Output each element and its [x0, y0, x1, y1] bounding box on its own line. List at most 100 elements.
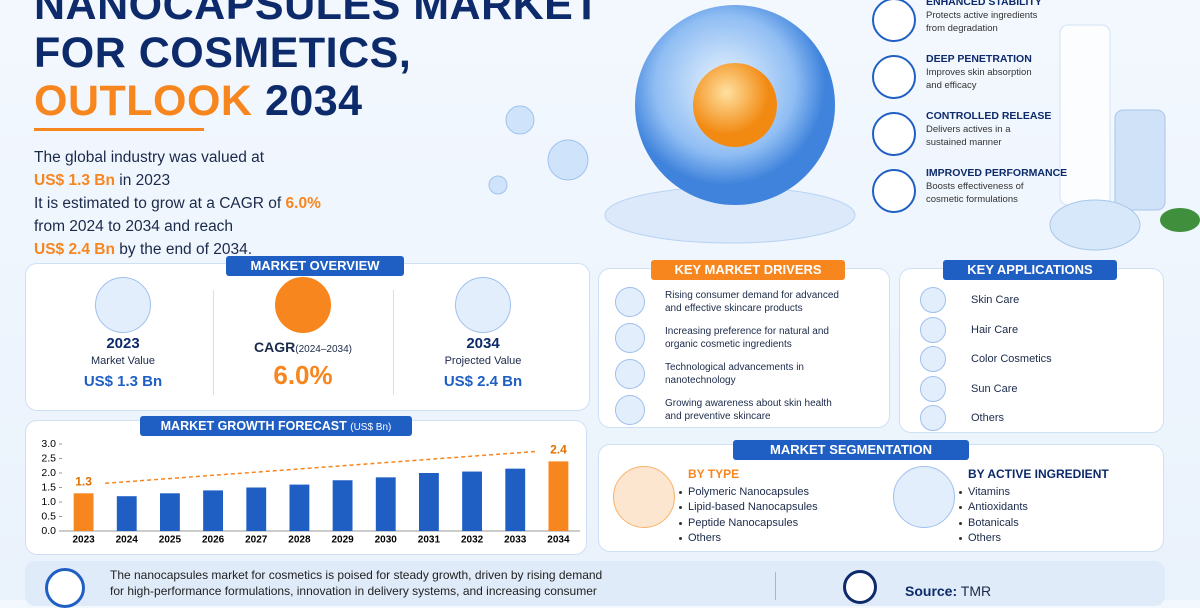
segment-item: Others — [959, 532, 1001, 544]
overview-value: 6.0% — [273, 360, 333, 390]
intro-text: from 2024 to 2034 and reach — [34, 218, 234, 235]
overview-value: US$ 1.3 Bn — [83, 373, 163, 390]
driver-text: Technological advancements in — [665, 362, 804, 373]
jar — [1049, 199, 1141, 251]
benefit-icon — [872, 55, 916, 99]
overview-sub: Market Value — [91, 355, 155, 367]
driver-text: Rising consumer demand for advanced — [665, 290, 839, 301]
underline — [34, 128, 204, 131]
driver-text: and effective skincare products — [665, 303, 803, 314]
section-heading: MARKET SEGMENTATION — [733, 440, 969, 460]
driver-icon — [615, 359, 645, 389]
bullet — [959, 536, 962, 540]
benefit-desc: Improves skin absorption — [926, 67, 1032, 78]
application-text: Hair Care — [971, 323, 1019, 336]
drivers-panel — [598, 268, 890, 428]
benefit-desc: Protects active ingredients — [926, 10, 1038, 21]
intro-highlight: US$ 1.3 Bn — [34, 172, 115, 189]
chart-title-text: MARKET GROWTH FORECAST — [160, 419, 347, 433]
footer-text: The nanocapsules market for cosmetics is… — [110, 567, 602, 599]
intro-line: It is estimated to grow at a CAGR of 6.0… — [34, 192, 321, 215]
overview-top: 2034 — [466, 335, 500, 352]
segment-item: Antioxidants — [959, 501, 1028, 513]
benefit-desc: from degradation — [926, 23, 998, 34]
footer-line: for high-performance formulations, innov… — [110, 584, 597, 598]
benefit-title: CONTROLLED RELEASE — [926, 110, 1052, 122]
footer — [25, 561, 1165, 606]
overview-top: CAGR(2024–2034) — [213, 339, 393, 355]
intro-line: from 2024 to 2034 and reach — [34, 215, 321, 238]
bottle — [1114, 109, 1166, 211]
driver-text: nanotechnology — [665, 375, 736, 386]
intro-highlight: 6.0% — [285, 195, 321, 212]
overview-icon — [455, 277, 511, 333]
intro-line: US$ 1.3 Bn in 2023 — [34, 169, 321, 192]
bullet — [959, 491, 962, 494]
driver-text: organic cosmetic ingredients — [665, 339, 792, 350]
benefit-title: ENHANCED STABILITY — [926, 0, 1042, 8]
intro-line: US$ 2.4 Bn by the end of 2034. — [34, 238, 321, 261]
segment-item: Lipid-based Nanocapsules — [679, 501, 818, 513]
application-icon — [920, 316, 946, 343]
bubble — [488, 175, 508, 195]
tube — [1059, 24, 1111, 206]
source: Source: TMR — [905, 583, 991, 599]
overview-top-note: (2024–2034) — [295, 344, 352, 355]
application-icon — [920, 405, 946, 431]
driver-text: and preventive skincare — [665, 411, 771, 422]
bullet — [679, 506, 682, 510]
bullet — [679, 536, 682, 540]
overview-sub: Projected Value — [444, 355, 522, 367]
overview-icon — [275, 277, 331, 333]
chart-title-note: (US$ Bn) — [350, 422, 392, 433]
leaf — [1160, 208, 1200, 232]
segment-title: BY TYPE — [688, 467, 740, 481]
product-image — [1049, 24, 1200, 251]
segment-title: BY ACTIVE INGREDIENT — [968, 467, 1109, 481]
driver-text: Increasing preference for natural and — [665, 326, 829, 337]
benefit-desc: sustained manner — [926, 137, 1002, 148]
overview-top: 2023 — [106, 335, 140, 352]
driver-icon — [615, 323, 645, 353]
benefit-desc: Delivers actives in a — [926, 124, 1011, 135]
bullet — [679, 491, 682, 494]
section-heading: KEY MARKET DRIVERS — [651, 260, 845, 280]
source-value: TMR — [960, 583, 992, 599]
driver-icon — [615, 287, 645, 317]
bubble — [547, 139, 589, 181]
bullet — [679, 521, 682, 525]
title-year: 2034 — [264, 77, 363, 125]
bullet — [959, 521, 962, 525]
benefit-title: IMPROVED PERFORMANCE — [926, 167, 1068, 179]
application-icon — [920, 287, 946, 313]
intro: The global industry was valued at US$ 1.3… — [34, 146, 321, 261]
divider — [393, 290, 394, 395]
globe-icon — [843, 570, 877, 604]
segment-item: Vitamins — [959, 486, 1010, 498]
intro-line: The global industry was valued at — [34, 146, 321, 169]
section-heading: KEY APPLICATIONS — [943, 260, 1117, 280]
overview-icon — [95, 277, 151, 333]
section-heading: MARKET OVERVIEW — [226, 256, 404, 276]
core — [693, 63, 777, 147]
application-text: Color Cosmetics — [971, 353, 1052, 365]
segment-icon — [893, 466, 955, 528]
benefit-icon — [872, 169, 916, 213]
intro-text: It is estimated to grow at a CAGR of — [34, 195, 286, 212]
segment-item: Polymeric Nanocapsules — [679, 486, 809, 498]
title-line: OUTLOOK 2034 — [34, 78, 363, 124]
benefit-title: DEEP PENETRATION — [926, 53, 1032, 65]
application-text: Others — [971, 412, 1005, 424]
divider — [213, 290, 214, 395]
application-text: Sun Care — [971, 382, 1018, 395]
target-icon — [45, 568, 85, 608]
title-accent: OUTLOOK — [34, 77, 253, 125]
application-text: Skin Care — [971, 294, 1020, 306]
bubble — [505, 105, 535, 135]
benefit-icon — [872, 0, 916, 42]
application-icon — [920, 375, 946, 402]
footer-line: The nanocapsules market for cosmetics is… — [110, 568, 603, 582]
driver-text: Growing awareness about skin health — [665, 398, 832, 409]
source-label: Source: — [905, 583, 958, 599]
